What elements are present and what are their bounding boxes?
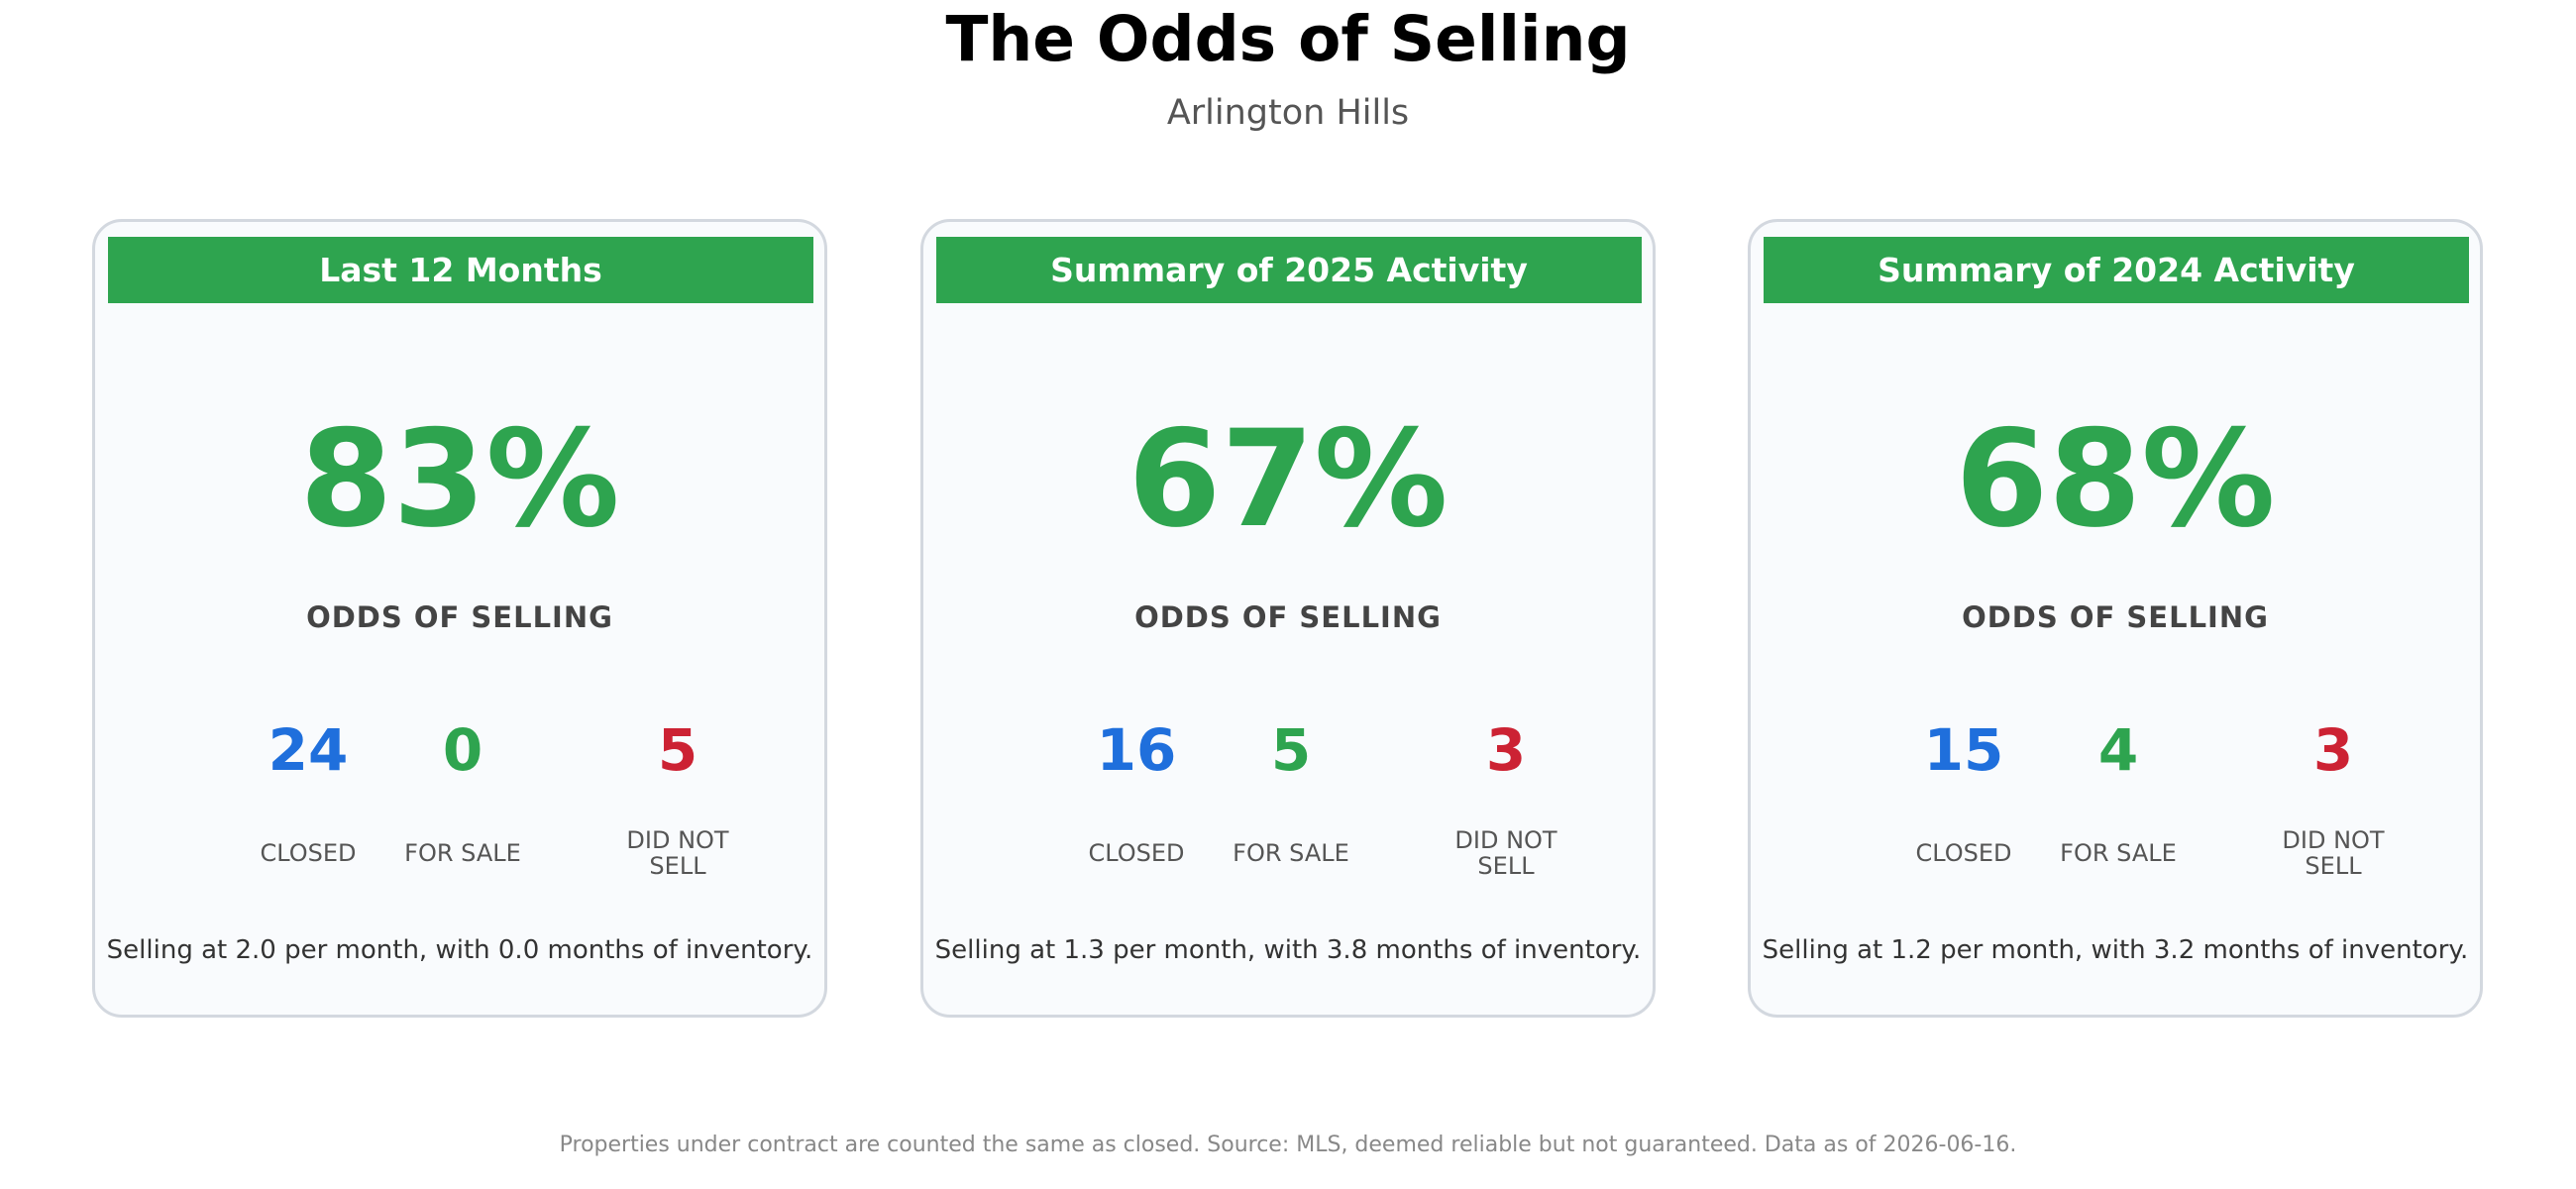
did-not-sell-count: 3 — [2312, 716, 2354, 784]
closed-count: 24 — [268, 716, 349, 784]
did-not-sell-count: 3 — [1485, 716, 1527, 784]
for-sale-label: FOR SALE — [404, 839, 521, 867]
for-sale-count: 0 — [442, 716, 483, 784]
closed-label: CLOSED — [260, 839, 357, 867]
stat-card-last-12-months: Last 12 Months 83% ODDS OF SELLING 24 0 … — [92, 219, 827, 1018]
card-header: Summary of 2025 Activity — [936, 237, 1642, 303]
closed-label: CLOSED — [1088, 839, 1185, 867]
page-subtitle: Arlington Hills — [1166, 93, 1410, 133]
did-not-sell-label: DID NOT SELL — [2259, 827, 2408, 879]
odds-label: ODDS OF SELLING — [1962, 600, 2269, 634]
did-not-sell-label-line1: DID NOT — [2282, 826, 2385, 854]
card-summary: Selling at 2.0 per month, with 0.0 month… — [106, 935, 813, 965]
odds-label: ODDS OF SELLING — [306, 600, 613, 634]
for-sale-count: 4 — [2097, 716, 2139, 784]
did-not-sell-count: 5 — [657, 716, 698, 784]
for-sale-label: FOR SALE — [1233, 839, 1349, 867]
did-not-sell-label: DID NOT SELL — [1432, 827, 1580, 879]
card-summary: Selling at 1.3 per month, with 3.8 month… — [934, 935, 1642, 965]
closed-count: 16 — [1096, 716, 1177, 784]
did-not-sell-label-line1: DID NOT — [1454, 826, 1557, 854]
odds-value: 68% — [1955, 401, 2276, 557]
card-header: Last 12 Months — [108, 237, 813, 303]
for-sale-count: 5 — [1270, 716, 1312, 784]
odds-value: 67% — [1127, 401, 1449, 557]
page-title: The Odds of Selling — [945, 3, 1631, 75]
odds-value: 83% — [299, 401, 620, 557]
did-not-sell-label-line1: DID NOT — [626, 826, 729, 854]
did-not-sell-label-line2: SELL — [1477, 852, 1535, 880]
card-summary: Selling at 1.2 per month, with 3.2 month… — [1762, 935, 2469, 965]
stat-card-2025-activity: Summary of 2025 Activity 67% ODDS OF SEL… — [920, 219, 1656, 1018]
for-sale-label: FOR SALE — [2060, 839, 2177, 867]
odds-label: ODDS OF SELLING — [1134, 600, 1442, 634]
footnote: Properties under contract are counted th… — [559, 1133, 2017, 1157]
closed-label: CLOSED — [1915, 839, 2012, 867]
stat-card-2024-activity: Summary of 2024 Activity 68% ODDS OF SEL… — [1748, 219, 2483, 1018]
card-header: Summary of 2024 Activity — [1764, 237, 2469, 303]
did-not-sell-label-line2: SELL — [2305, 852, 2362, 880]
did-not-sell-label: DID NOT SELL — [603, 827, 752, 879]
closed-count: 15 — [1923, 716, 2004, 784]
did-not-sell-label-line2: SELL — [649, 852, 706, 880]
